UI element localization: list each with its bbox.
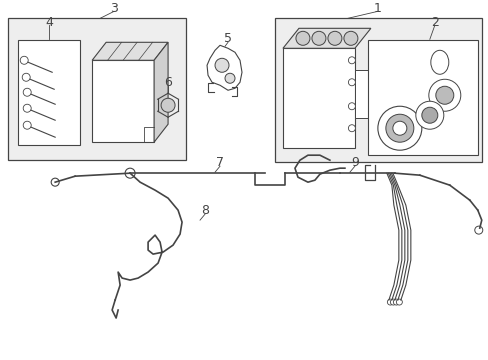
- Bar: [92, 60, 154, 142]
- Circle shape: [20, 56, 28, 64]
- Circle shape: [396, 299, 402, 305]
- Bar: [354, 70, 374, 118]
- Circle shape: [385, 114, 413, 142]
- Circle shape: [23, 104, 31, 112]
- Bar: [283, 48, 354, 148]
- Circle shape: [311, 31, 325, 45]
- Text: 8: 8: [201, 204, 208, 217]
- Circle shape: [392, 121, 406, 135]
- Text: 3: 3: [110, 2, 118, 15]
- Bar: [367, 40, 477, 155]
- Ellipse shape: [430, 50, 448, 74]
- Circle shape: [347, 57, 355, 64]
- Circle shape: [347, 79, 355, 86]
- Circle shape: [386, 299, 392, 305]
- Circle shape: [347, 125, 355, 132]
- Text: 5: 5: [224, 32, 231, 45]
- Circle shape: [22, 73, 30, 81]
- Circle shape: [161, 98, 175, 112]
- Circle shape: [415, 101, 443, 129]
- Circle shape: [377, 106, 421, 150]
- Circle shape: [125, 168, 135, 178]
- Circle shape: [23, 121, 31, 129]
- Circle shape: [295, 31, 309, 45]
- Circle shape: [428, 79, 460, 111]
- Bar: [8, 18, 185, 160]
- Circle shape: [421, 107, 437, 123]
- Circle shape: [51, 178, 59, 186]
- Circle shape: [215, 58, 228, 72]
- Circle shape: [343, 31, 357, 45]
- Text: 6: 6: [164, 76, 172, 89]
- Circle shape: [224, 73, 235, 83]
- Circle shape: [474, 226, 482, 234]
- Polygon shape: [283, 28, 370, 48]
- Text: 2: 2: [430, 16, 438, 29]
- Text: 4: 4: [45, 16, 53, 29]
- Circle shape: [389, 299, 396, 305]
- Text: 1: 1: [373, 2, 381, 15]
- Text: 9: 9: [350, 156, 358, 169]
- Polygon shape: [92, 42, 168, 60]
- Circle shape: [435, 86, 453, 104]
- Circle shape: [347, 103, 355, 110]
- Circle shape: [392, 299, 399, 305]
- Bar: [18, 40, 80, 145]
- Polygon shape: [154, 42, 168, 142]
- Circle shape: [327, 31, 341, 45]
- Text: 7: 7: [216, 156, 224, 169]
- Bar: [274, 18, 481, 162]
- Polygon shape: [206, 45, 242, 90]
- Circle shape: [23, 88, 31, 96]
